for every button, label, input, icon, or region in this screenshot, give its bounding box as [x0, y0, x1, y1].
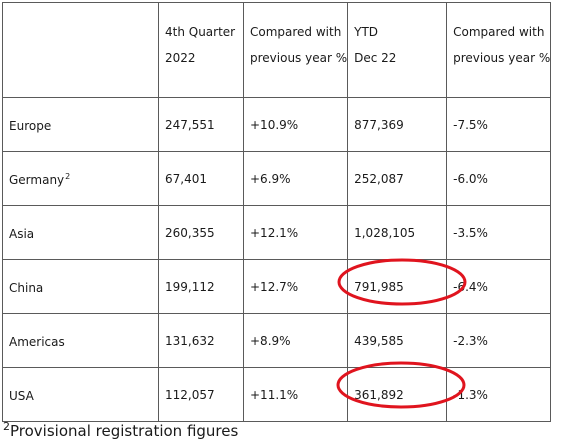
- cell-q4-change: +6.9%: [242, 151, 349, 206]
- table-row: China 199,112 +12.7% 791,985 -6.4%: [2, 259, 552, 314]
- table-row: USA 112,057 +11.1% 361,892 -1.3%: [2, 367, 552, 422]
- header-q4-line1: 4th Quarter: [165, 25, 236, 39]
- header-ytd-line2: Dec 22: [354, 51, 397, 65]
- cell-ytd: 877,369: [347, 97, 448, 152]
- cell-region: Germany2: [2, 151, 159, 206]
- header-ytd-change-line2: previous year %: [453, 51, 551, 65]
- cell-ytd: 791,985: [347, 259, 448, 314]
- cell-q4-change: +8.9%: [242, 313, 349, 368]
- cell-q4: 131,632: [158, 313, 244, 368]
- cell-region: Americas: [2, 313, 159, 368]
- cell-ytd: 361,892: [347, 367, 448, 422]
- header-q4-change-line2: previous year %: [250, 51, 348, 65]
- cell-region: Asia: [2, 205, 159, 260]
- table-row: Americas 131,632 +8.9% 439,585 -2.3%: [2, 313, 552, 368]
- sales-table: 4th Quarter 2022 Compared with previous …: [2, 2, 552, 422]
- cell-ytd-change: -3.5%: [446, 205, 552, 260]
- footnote-marker: 2: [65, 172, 71, 181]
- cell-region: Europe: [2, 97, 159, 152]
- cell-q4: 67,401: [158, 151, 244, 206]
- cell-region: China: [2, 259, 159, 314]
- header-q4: 4th Quarter 2022: [158, 2, 244, 98]
- header-ytd: YTD Dec 22: [347, 2, 448, 98]
- footnote-marker: 2: [3, 420, 10, 433]
- cell-ytd-change: -1.3%: [446, 367, 552, 422]
- footnote-text: Provisional registration figures: [10, 422, 239, 440]
- cell-q4: 199,112: [158, 259, 244, 314]
- cell-q4-change: +12.1%: [242, 205, 349, 260]
- cell-q4-change: +11.1%: [242, 367, 349, 422]
- header-q4-change-line1: Compared with: [250, 25, 342, 39]
- region-name: USA: [9, 389, 34, 403]
- cell-ytd-change: -6.4%: [446, 259, 552, 314]
- header-ytd-change-line1: Compared with: [453, 25, 545, 39]
- table-header-row: 4th Quarter 2022 Compared with previous …: [2, 2, 552, 98]
- region-name: Germany: [9, 173, 65, 187]
- cell-q4: 112,057: [158, 367, 244, 422]
- header-q4-change: Compared with previous year %: [242, 2, 349, 98]
- table-row: Asia 260,355 +12.1% 1,028,105 -3.5%: [2, 205, 552, 260]
- cell-ytd: 252,087: [347, 151, 448, 206]
- cell-q4: 260,355: [158, 205, 244, 260]
- table-row: Europe 247,551 +10.9% 877,369 -7.5%: [2, 97, 552, 152]
- region-name: Americas: [9, 335, 65, 349]
- region-name: Europe: [9, 119, 52, 133]
- header-region: [2, 2, 159, 98]
- cell-q4-change: +10.9%: [242, 97, 349, 152]
- region-name: China: [9, 281, 44, 295]
- cell-ytd-change: -7.5%: [446, 97, 552, 152]
- cell-q4-change: +12.7%: [242, 259, 349, 314]
- table-row: Germany2 67,401 +6.9% 252,087 -6.0%: [2, 151, 552, 206]
- cell-ytd: 439,585: [347, 313, 448, 368]
- cell-region: USA: [2, 367, 159, 422]
- cell-ytd: 1,028,105: [347, 205, 448, 260]
- cell-q4: 247,551: [158, 97, 244, 152]
- region-name: Asia: [9, 227, 35, 241]
- header-q4-line2: 2022: [165, 51, 196, 65]
- cell-ytd-change: -6.0%: [446, 151, 552, 206]
- header-ytd-change: Compared with previous year %: [446, 2, 552, 98]
- cell-ytd-change: -2.3%: [446, 313, 552, 368]
- footnote: 2Provisional registration figures: [3, 420, 238, 440]
- header-ytd-line1: YTD: [354, 25, 379, 39]
